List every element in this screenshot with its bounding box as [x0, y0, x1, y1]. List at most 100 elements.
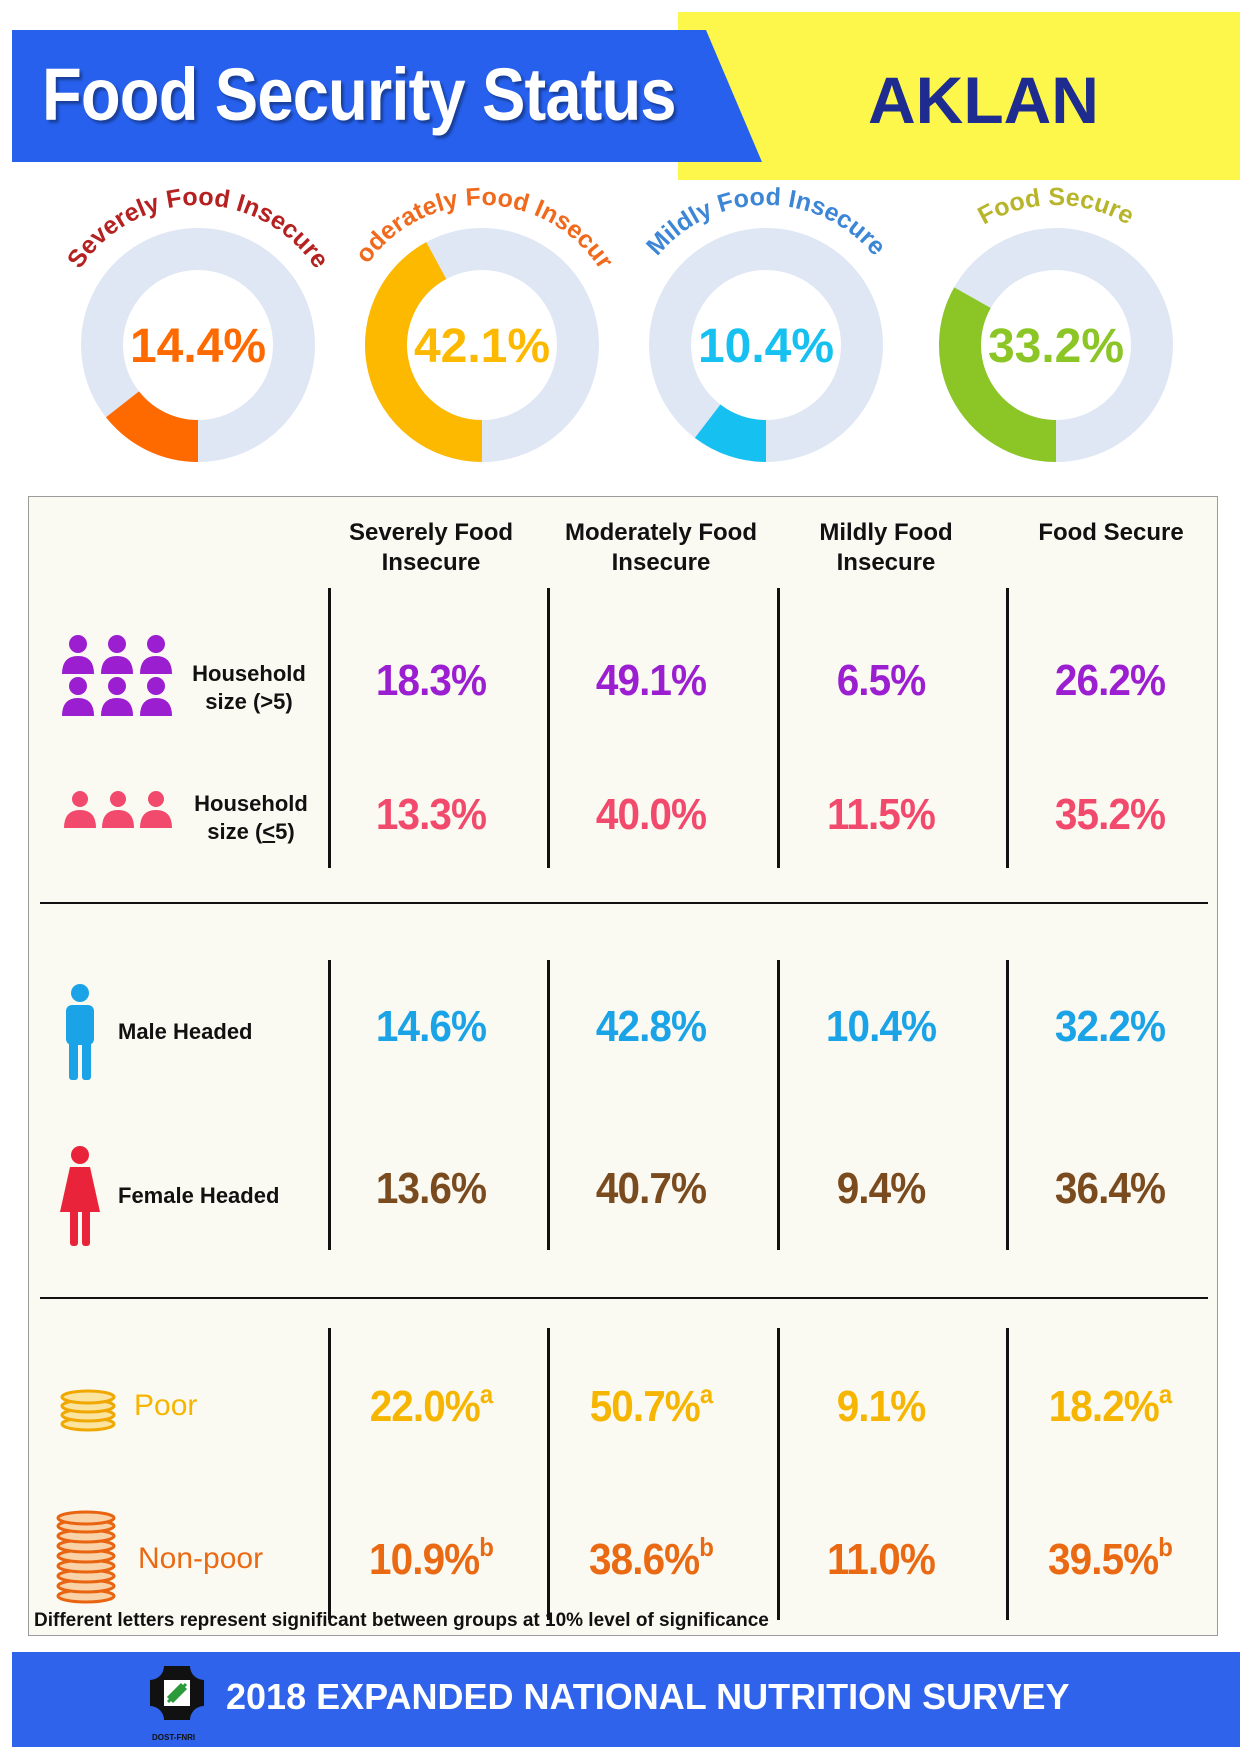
cell-value: 18.3% [375, 656, 487, 705]
female-icon [60, 1146, 100, 1246]
table-cell: 18.3% [334, 656, 527, 706]
coins-large-icon [56, 1510, 116, 1604]
household-large-icon [62, 635, 172, 716]
column-divider [1006, 588, 1009, 868]
province-name: AKLAN [868, 63, 1099, 137]
cell-value: 14.6% [375, 1002, 487, 1051]
male-icon [66, 984, 94, 1080]
table-cell: 36.4% [1013, 1164, 1206, 1214]
row-label-household-small: Household size (<5) [194, 791, 308, 844]
header-blue-band [12, 30, 762, 162]
table-cell: 13.6% [334, 1164, 527, 1214]
header-yellow-band [678, 12, 1240, 180]
cell-value: 13.3% [375, 790, 487, 839]
table-cell: 40.0% [554, 790, 747, 840]
cell-value: 40.0% [595, 790, 707, 839]
cell-value: 9.1% [836, 1382, 927, 1431]
donut-slice [694, 404, 767, 462]
coins-small-icon [60, 1389, 116, 1432]
cell-value: 9.4% [836, 1164, 927, 1213]
cell-value: 22.0% [369, 1382, 481, 1431]
column-divider [777, 1328, 780, 1620]
cell-value: 11.0% [827, 1535, 936, 1584]
table-cell: 22.0%a [334, 1379, 527, 1432]
page-title: Food Security Status [42, 53, 677, 136]
cell-value: 49.1% [595, 656, 707, 705]
donut-3: 33.2% Food Secure [939, 185, 1173, 462]
donut-value-label: 10.4% [698, 320, 834, 373]
donut-0: 14.4%Severely Food Insecure [62, 185, 334, 462]
row-label-nonpoor: Non-poor [138, 1542, 264, 1575]
table-cell: 9.4% [784, 1164, 977, 1214]
column-divider [1006, 960, 1009, 1250]
donut-slice [365, 242, 483, 462]
table-cell: 14.6% [334, 1002, 527, 1052]
cell-value: 42.8% [595, 1002, 707, 1051]
table-cell: 18.2%a [1013, 1379, 1206, 1432]
cell-value: 13.6% [375, 1164, 487, 1213]
cell-value: 32.2% [1054, 1002, 1166, 1051]
table-cell: 11.0% [784, 1535, 977, 1585]
row-label-household-large: Household size (>5) [192, 661, 306, 714]
footer-survey-title: 2018 EXPANDED NATIONAL NUTRITION SURVEY [226, 1676, 1070, 1717]
column-divider [547, 588, 550, 868]
significance-footnote: Different letters represent significant … [34, 1610, 769, 1631]
table-cell: 49.1% [554, 656, 747, 706]
donut-value-label: 14.4% [130, 320, 266, 373]
footer-band [12, 1652, 1240, 1747]
cell-value: 39.5% [1048, 1535, 1159, 1584]
table-cell: 13.3% [334, 790, 527, 840]
donut-slice [106, 390, 199, 462]
cell-value: 26.2% [1054, 656, 1166, 705]
column-divider [328, 1328, 331, 1620]
significance-letter: a [1158, 1379, 1172, 1409]
table-cell: 11.5% [784, 790, 977, 840]
group-separator [40, 1297, 1208, 1299]
table-cell: 9.1% [784, 1382, 977, 1432]
significance-letter: b [479, 1532, 494, 1562]
table-cell: 50.7%a [554, 1379, 747, 1432]
donut-value-label: 42.1% [414, 320, 550, 373]
table-cell: 35.2% [1013, 790, 1206, 840]
row-label-poor: Poor [134, 1389, 198, 1422]
group-separator [40, 902, 1208, 904]
cell-value: 10.4% [825, 1002, 937, 1051]
column-divider [328, 960, 331, 1250]
significance-letter: a [479, 1379, 493, 1409]
donut-2: 10.4%Mildly Food Insecure [641, 185, 891, 462]
donut-charts: 14.4%Severely Food Insecure42.1%Moderate… [0, 185, 1173, 462]
logo-caption: DOST-FNRI [152, 1733, 196, 1742]
column-divider [547, 960, 550, 1250]
cell-value: 38.6% [589, 1535, 700, 1584]
cell-value: 11.5% [827, 790, 936, 839]
column-header-mildly: Mildly Food Insecure [819, 519, 953, 576]
cell-value: 40.7% [595, 1164, 707, 1213]
household-small-icon [64, 791, 172, 828]
column-divider [328, 588, 331, 868]
column-header-secure: Food Secure [1038, 519, 1184, 546]
donut-value-label: 33.2% [988, 320, 1124, 373]
cell-value: 36.4% [1054, 1164, 1166, 1213]
row-label-female: Female Headed [118, 1183, 280, 1208]
column-divider [547, 1328, 550, 1620]
table-cell: 42.8% [554, 1002, 747, 1052]
donut-slice [939, 287, 1057, 462]
significance-letter: b [699, 1532, 714, 1562]
table-cell: 40.7% [554, 1164, 747, 1214]
column-header-severely: Severely Food Insecure [348, 519, 514, 576]
column-divider [777, 960, 780, 1250]
cell-value: 10.9% [369, 1535, 480, 1584]
table-cell: 26.2% [1013, 656, 1206, 706]
cell-value: 18.2% [1048, 1382, 1160, 1431]
column-divider [777, 588, 780, 868]
table-cell: 39.5%b [1013, 1532, 1206, 1585]
table-cell: 10.9%b [334, 1532, 527, 1585]
table-cell: 6.5% [784, 656, 977, 706]
column-header-moderately: Moderately Food Insecure [564, 519, 757, 576]
table-cell: 38.6%b [554, 1532, 747, 1585]
breakdown-table-panel [28, 496, 1218, 1636]
table-cell: 10.4% [784, 1002, 977, 1052]
cell-value: 35.2% [1054, 790, 1166, 839]
cell-value: 6.5% [836, 656, 927, 705]
significance-letter: b [1158, 1532, 1173, 1562]
